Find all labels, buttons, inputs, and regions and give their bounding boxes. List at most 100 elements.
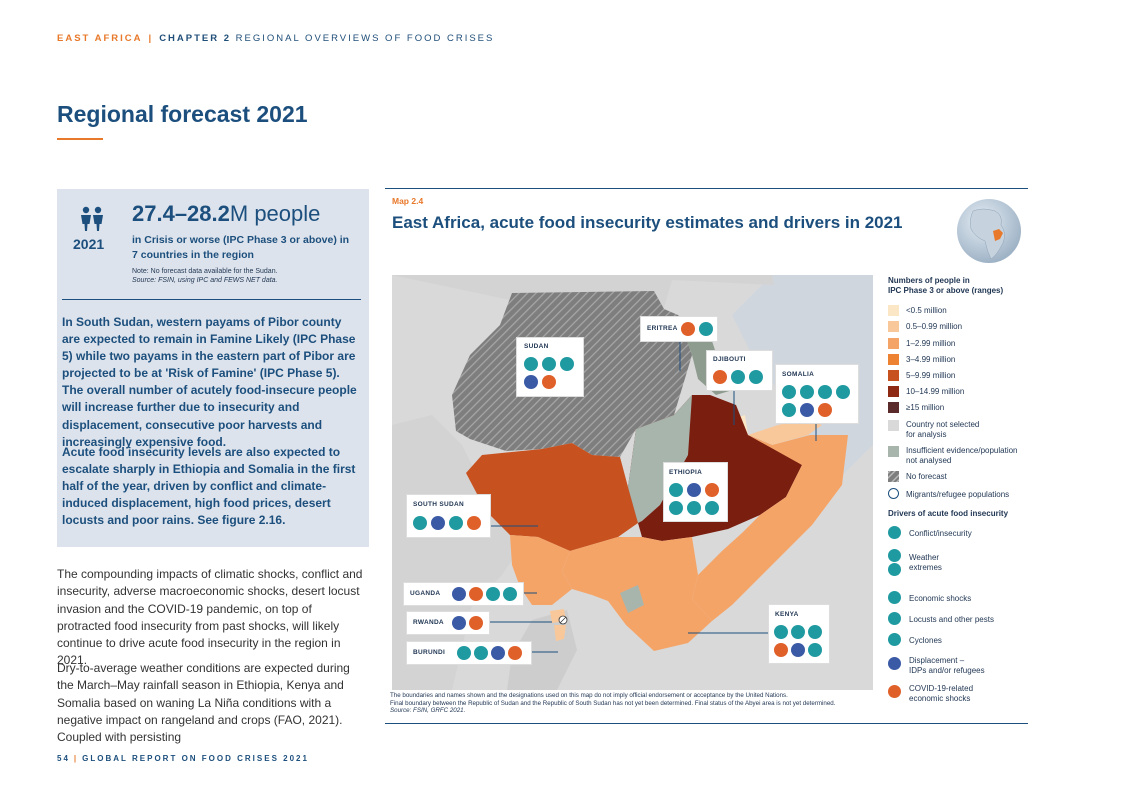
displacement-icon — [491, 646, 505, 660]
weather-icon — [888, 549, 901, 562]
people-icon — [81, 206, 103, 231]
displacement-icon — [888, 657, 901, 670]
map-kenya-insufficient — [620, 585, 644, 613]
legend-swatch-no-forecast — [888, 471, 899, 482]
legend-swatch-not-selected — [888, 420, 899, 431]
economic-icon — [791, 625, 805, 639]
legend-not-selected: Country not selected for analysis — [906, 420, 979, 439]
map-burundi — [554, 625, 566, 641]
displacement-icon — [524, 375, 538, 389]
callout-sudan: SUDAN — [516, 337, 584, 397]
legend-driver-covid-line2: economic shocks — [909, 693, 971, 703]
map-somaliland — [748, 419, 822, 445]
legend-title: Numbers of people in IPC Phase 3 or abov… — [888, 276, 1003, 296]
forecast-year: 2021 — [73, 236, 105, 252]
page-title: Regional forecast 2021 — [57, 101, 308, 127]
weather-icon — [449, 516, 463, 530]
covid-icon — [469, 587, 483, 601]
country-label-djibouti: DJIBOUTI — [713, 356, 746, 363]
disclaimer-line-1: The boundaries and names shown and the d… — [390, 692, 788, 699]
footer-separator: | — [73, 754, 79, 763]
map-bottom-rule — [385, 723, 1028, 724]
legend-swatch-range-6 — [888, 386, 899, 397]
covid-icon — [705, 483, 719, 497]
callout-rwanda: RWANDA — [406, 611, 490, 635]
callout-burundi: BURUNDI — [406, 641, 532, 665]
page-footer: 54 | GLOBAL REPORT ON FOOD CRISES 2021 — [57, 754, 309, 763]
map-south-sudan — [466, 443, 638, 551]
legend-driver-covid: COVID-19-related economic shocks — [909, 684, 973, 703]
legend-title-line1: Numbers of people in — [888, 276, 970, 285]
locusts-icon — [808, 625, 822, 639]
source-line: Source: FSIN, using IPC and FEWS NET dat… — [132, 277, 278, 284]
figure-unit: M people — [229, 201, 321, 226]
displacement-icon — [452, 616, 466, 630]
keybox-paragraph-1: In South Sudan, western payams of Pibor … — [62, 315, 357, 449]
economic-icon — [699, 322, 713, 336]
map-top-rule — [385, 188, 1028, 189]
country-label-rwanda: RWANDA — [413, 619, 444, 626]
legend-insufficient-line2: not analysed — [906, 455, 952, 465]
covid-icon — [774, 643, 788, 657]
drivers-title: Drivers of acute food insecurity — [888, 509, 1009, 518]
legend-driver-covid-line1: COVID-19-related — [909, 684, 974, 693]
covid-icon — [469, 616, 483, 630]
conflict-icon — [413, 516, 427, 530]
country-label-burundi: BURUNDI — [413, 649, 446, 656]
conflict-icon — [782, 403, 796, 417]
weather-icon — [774, 625, 788, 639]
callout-kenya: KENYA — [768, 604, 830, 664]
legend-swatch-range-7 — [888, 402, 899, 413]
globe-locator-icon — [957, 199, 1021, 263]
conflict-icon — [808, 643, 822, 657]
report-title: GLOBAL REPORT ON FOOD CRISES 2021 — [82, 754, 309, 763]
covid-icon — [818, 403, 832, 417]
callout-djibouti: DJIBOUTI — [706, 350, 773, 391]
covid-icon — [888, 685, 901, 698]
map-label: Map 2.4 — [392, 196, 424, 206]
chapter-title: REGIONAL OVERVIEWS OF FOOD CRISES — [235, 33, 495, 44]
header-separator: | — [148, 33, 154, 44]
economic-icon — [749, 370, 763, 384]
legend-swatch-range-4 — [888, 354, 899, 365]
legend-driver-conflict: Conflict/insecurity — [909, 529, 972, 538]
cyclone-icon — [888, 633, 901, 646]
cyclone-icon — [836, 385, 850, 399]
map-title: East Africa, acute food insecurity estim… — [392, 213, 903, 232]
displacement-icon — [791, 643, 805, 657]
headline-figure: 27.4–28.2M people — [132, 201, 320, 227]
covid-icon — [508, 646, 522, 660]
map-ethiopia-insufficient — [628, 395, 692, 523]
locusts-icon — [818, 385, 832, 399]
locusts-icon — [503, 587, 517, 601]
weather-icon — [457, 646, 471, 660]
disclaimer-line-2: Final boundary between the Republic of S… — [390, 699, 836, 707]
locusts-icon — [888, 612, 901, 625]
legend-range-5: 5–9.99 million — [906, 371, 956, 380]
legend-insufficient-line1: Insufficient evidence/population — [906, 446, 1018, 455]
legend-driver-displacement-line2: IDPs and/or refugees — [909, 665, 985, 675]
legend-driver-displacement: Displacement – IDPs and/or refugees — [909, 656, 985, 675]
running-header: EAST AFRICA | CHAPTER 2 REGIONAL OVERVIEWS… — [57, 33, 494, 44]
country-label-ethiopia: ETHIOPIA — [669, 469, 703, 476]
country-label-south-sudan: SOUTH SUDAN — [413, 501, 464, 508]
legend-swatch-range-5 — [888, 370, 899, 381]
country-label-eritrea: ERITREA — [647, 325, 678, 332]
title-underline — [57, 138, 103, 140]
locusts-icon — [705, 501, 719, 515]
callout-uganda: UGANDA — [403, 582, 524, 606]
weather-icon — [731, 370, 745, 384]
weather-icon — [669, 501, 683, 515]
figure-description: in Crisis or worse (IPC Phase 3 or above… — [132, 233, 352, 263]
economic-icon — [542, 357, 556, 371]
legend-driver-weather-line2: extremes — [909, 562, 942, 572]
weather-icon — [782, 385, 796, 399]
conflict-icon — [669, 483, 683, 497]
legend-range-3: 1–2.99 million — [906, 339, 956, 348]
no-forecast-marker-line — [559, 616, 567, 624]
economic-icon — [888, 591, 901, 604]
map-uganda — [510, 535, 572, 605]
map-disclaimer: The boundaries and names shown and the d… — [390, 692, 880, 715]
legend-range-2: 0.5–0.99 million — [906, 322, 963, 331]
figure-value: 27.4–28.2 — [132, 201, 230, 226]
